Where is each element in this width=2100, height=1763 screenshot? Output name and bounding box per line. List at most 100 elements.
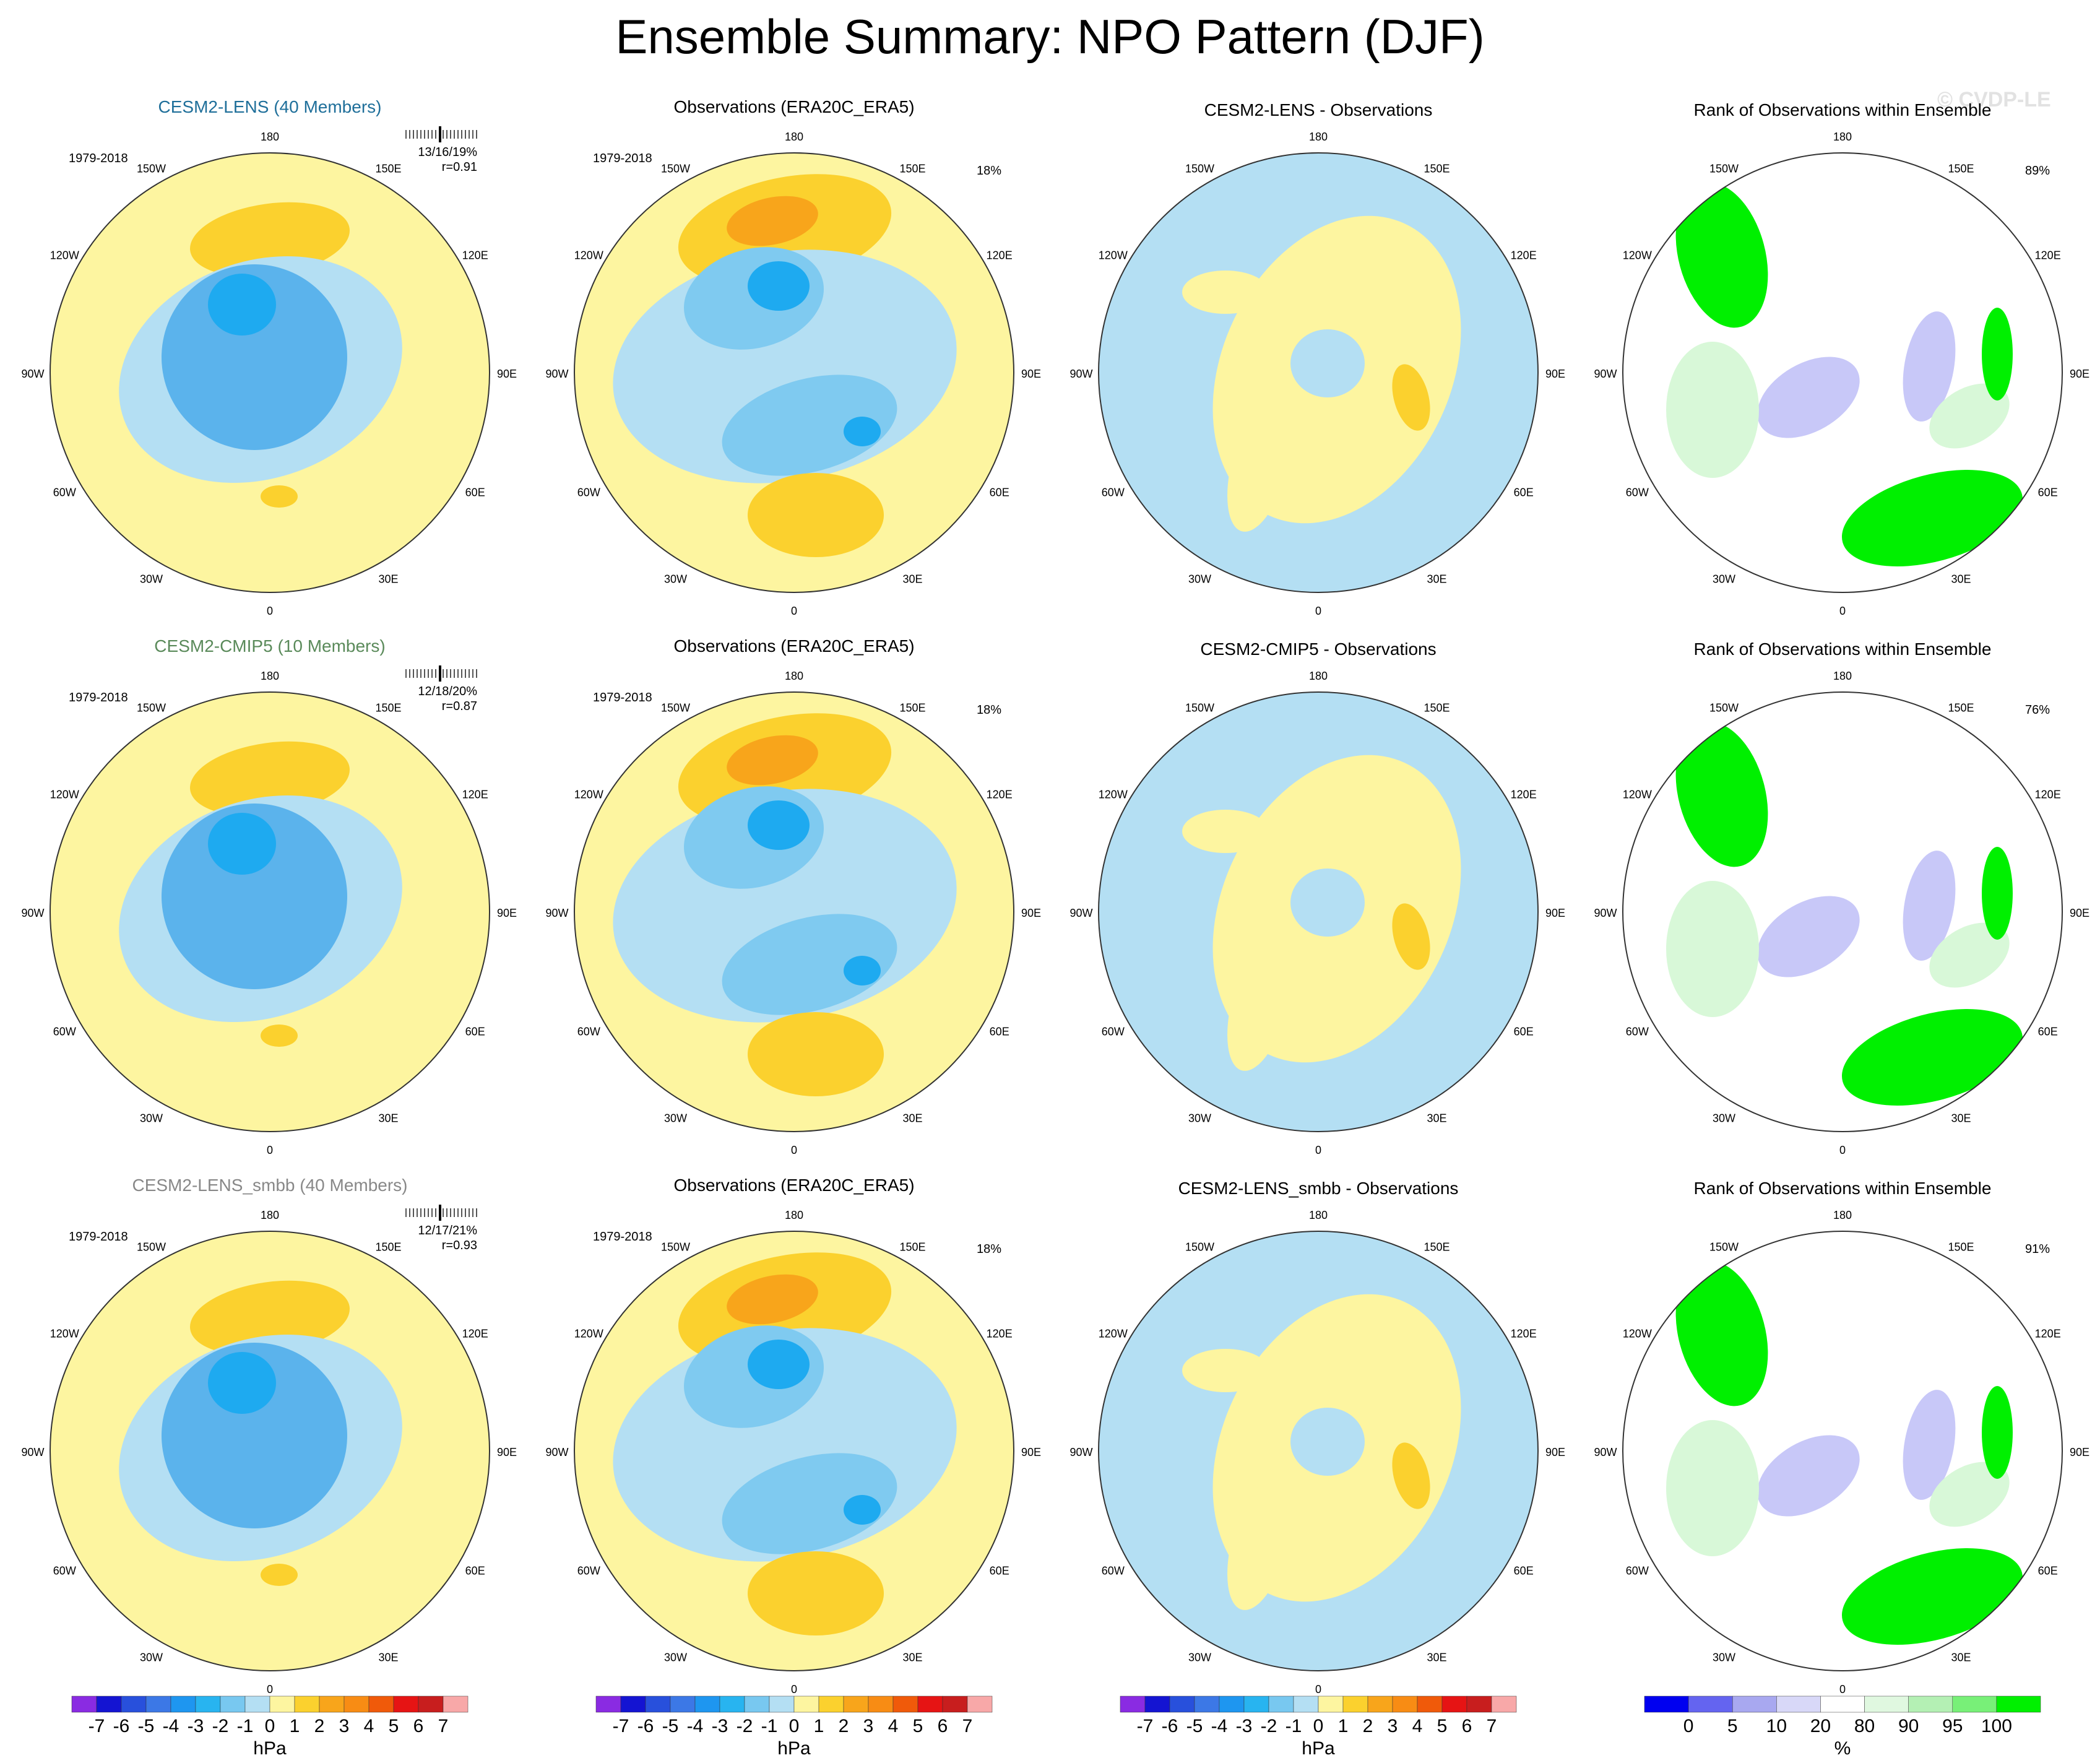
colorbar-tick-label: -3 <box>188 1716 204 1736</box>
colorbar-swatch <box>694 1696 720 1713</box>
colorbar-swatch <box>121 1696 147 1713</box>
model-title: CESM2-CMIP5 (10 Members) <box>154 636 385 656</box>
map-panel-rank-1: 180 150E 120E 90E 60E 30E 0 30W 60W 90W 120W 150W Ra… <box>1594 100 2089 617</box>
colorbar-tick-label: 3 <box>339 1716 350 1736</box>
longitude-label: 30W <box>664 1112 687 1125</box>
map-contour-3 <box>208 1352 276 1414</box>
longitude-label: 60W <box>577 487 600 499</box>
longitude-label: 120E <box>462 1328 488 1340</box>
longitude-label: 120W <box>50 1328 79 1340</box>
observations-period: 1979-2018 <box>593 1230 652 1244</box>
map-contour-5 <box>722 375 897 476</box>
map-contour-6 <box>844 1495 881 1525</box>
map-fill <box>1099 692 1538 1132</box>
colorbar-units: hPa <box>777 1738 811 1759</box>
longitude-label: 30E <box>1951 1112 1971 1125</box>
longitude-label: 90E <box>1021 1446 1041 1458</box>
colorbar-tick-label: 5 <box>389 1716 399 1736</box>
longitude-label: 120W <box>1099 1328 1128 1340</box>
longitude-label: 180 <box>261 131 279 143</box>
longitude-label: 150W <box>1709 701 1739 714</box>
longitude-label: 90W <box>21 1446 44 1458</box>
colorbar-swatch <box>868 1696 894 1713</box>
longitude-label: 30E <box>902 1112 922 1125</box>
colorbar-swatch <box>1318 1696 1344 1713</box>
longitude-label: 120W <box>574 1328 603 1340</box>
map-contour-3 <box>1290 329 1365 397</box>
colorbar-swatch <box>393 1696 419 1713</box>
colorbar-swatch <box>942 1696 968 1713</box>
longitude-label: 120E <box>2035 1328 2061 1340</box>
colorbar-swatch <box>843 1696 869 1713</box>
rank-title: Rank of Observations within Ensemble <box>1694 639 1992 659</box>
observations-title: Observations (ERA20C_ERA5) <box>673 1176 914 1195</box>
colorbar-swatch <box>368 1696 394 1713</box>
rank-percent: 91% <box>2025 1242 2050 1256</box>
longitude-label: 90E <box>1545 907 1565 919</box>
rank-title: Rank of Observations within Ensemble <box>1694 1179 1992 1198</box>
longitude-label: 30E <box>1951 573 1971 586</box>
model-correlation: r=0.93 <box>442 1239 477 1252</box>
model-stats: 12/17/21% <box>418 1224 477 1237</box>
map-contour-4 <box>748 1340 810 1389</box>
colorbar-swatch <box>1864 1696 1909 1713</box>
colorbar-swatch <box>744 1696 770 1713</box>
map-fill <box>574 153 1014 592</box>
colorbar-4: 0 5 10 20 80 90 95 100% <box>1644 1696 2041 1759</box>
longitude-label: 60W <box>53 1026 76 1038</box>
map-contour-3 <box>208 274 276 336</box>
model-period: 1979-2018 <box>69 152 128 165</box>
colorbar-swatch <box>1776 1696 1821 1713</box>
model-period: 1979-2018 <box>69 691 128 704</box>
map-contour-4 <box>261 485 298 508</box>
colorbar-swatch <box>1194 1696 1220 1713</box>
map-border <box>574 1231 1014 1671</box>
map-contour-6 <box>1982 308 2013 401</box>
map-panel-obs-2: 180 150E 120E 90E 60E 30E 0 30W 60W 90W 120W 150W Ob… <box>545 636 1041 1156</box>
longitude-label: 180 <box>785 1209 803 1221</box>
longitude-label: 30W <box>664 573 687 586</box>
map-panel-obs-1: 180 150E 120E 90E 60E 30E 0 30W 60W 90W 120W 150W Ob… <box>545 97 1041 617</box>
longitude-label: 60E <box>2038 1026 2058 1038</box>
longitude-label: 120W <box>1099 789 1128 801</box>
colorbar-swatch <box>917 1696 943 1713</box>
colorbar-swatch <box>1293 1696 1319 1713</box>
colorbar-tick-label: -4 <box>163 1716 179 1736</box>
colorbar-tick-label: -4 <box>687 1716 704 1736</box>
colorbar-swatch <box>1342 1696 1368 1713</box>
colorbar-tick-label: 0 <box>789 1716 800 1736</box>
longitude-label: 120E <box>1511 249 1537 262</box>
longitude-label: 30W <box>140 573 163 586</box>
model-stats: 12/18/20% <box>418 685 477 698</box>
colorbar-swatch <box>1644 1696 1689 1713</box>
colorbar-swatch <box>443 1696 469 1713</box>
map-contour-5 <box>722 914 897 1015</box>
longitude-label: 150W <box>137 162 166 175</box>
map-fill <box>50 153 490 592</box>
longitude-label: 0 <box>1839 605 1846 617</box>
colorbar-swatch <box>769 1696 795 1713</box>
longitude-label: 90E <box>1545 368 1565 380</box>
map-border <box>50 1231 490 1671</box>
map-border <box>574 691 1014 1132</box>
colorbar-tick-label: -2 <box>212 1716 229 1736</box>
map-panel-model-2: 180 150E 120E 90E 60E 30E 0 30W 60W 90W 120W 150W CE… <box>21 636 517 1156</box>
map-panel-rank-3: 180 150E 120E 90E 60E 30E 0 30W 60W 90W 120W 150W Ra… <box>1594 1179 2089 1696</box>
longitude-label: 30E <box>378 573 398 586</box>
longitude-label: 30E <box>902 1652 922 1664</box>
colorbar-swatch <box>818 1696 844 1713</box>
longitude-label: 150E <box>1948 1241 1974 1253</box>
colorbar-swatch <box>1120 1696 1146 1713</box>
map-contour-3 <box>1290 869 1365 937</box>
longitude-label: 0 <box>791 1144 797 1156</box>
colorbar-swatch <box>892 1696 918 1713</box>
longitude-label: 60W <box>1626 487 1649 499</box>
longitude-label: 180 <box>1309 670 1328 682</box>
longitude-label: 0 <box>1315 1683 1321 1696</box>
map-contour-2 <box>1757 357 1860 438</box>
map-contour-2 <box>1182 1349 1269 1392</box>
longitude-label: 120W <box>1623 249 1652 262</box>
longitude-label: 60E <box>990 1026 1009 1038</box>
longitude-label: 150W <box>137 701 166 714</box>
longitude-label: 120E <box>2035 789 2061 801</box>
